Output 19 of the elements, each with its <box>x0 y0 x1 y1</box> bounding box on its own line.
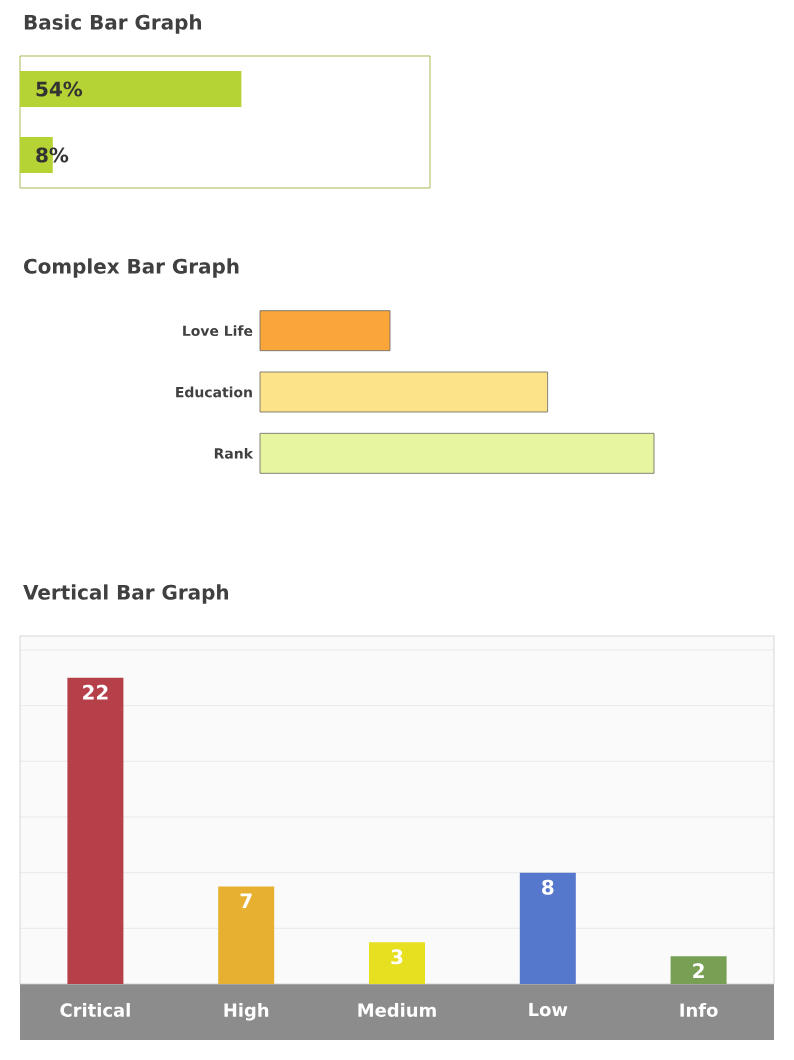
x-tick-label: Info <box>680 1003 718 1017</box>
data-label: 8 <box>542 879 554 895</box>
chart-title: Basic Bar Graph <box>24 14 202 34</box>
bar <box>369 942 425 984</box>
data-label: 54% <box>36 81 83 97</box>
bar <box>670 956 727 984</box>
bar <box>67 677 124 984</box>
x-tick-label: Medium <box>358 1003 436 1017</box>
bar <box>218 886 275 984</box>
chart-title: Vertical Bar Graph <box>23 584 228 604</box>
x-tick-label: Critical <box>60 1003 130 1017</box>
chart-title: Complex Bar Graph <box>24 258 239 278</box>
data-label: 7 <box>240 893 252 909</box>
data-label: 2 <box>693 963 704 978</box>
x-tick-label: High <box>224 1003 269 1021</box>
data-label: 22 <box>83 684 108 700</box>
data-label: 3 <box>391 949 403 965</box>
x-tick-label: Low <box>529 1003 568 1017</box>
bar <box>519 872 576 984</box>
